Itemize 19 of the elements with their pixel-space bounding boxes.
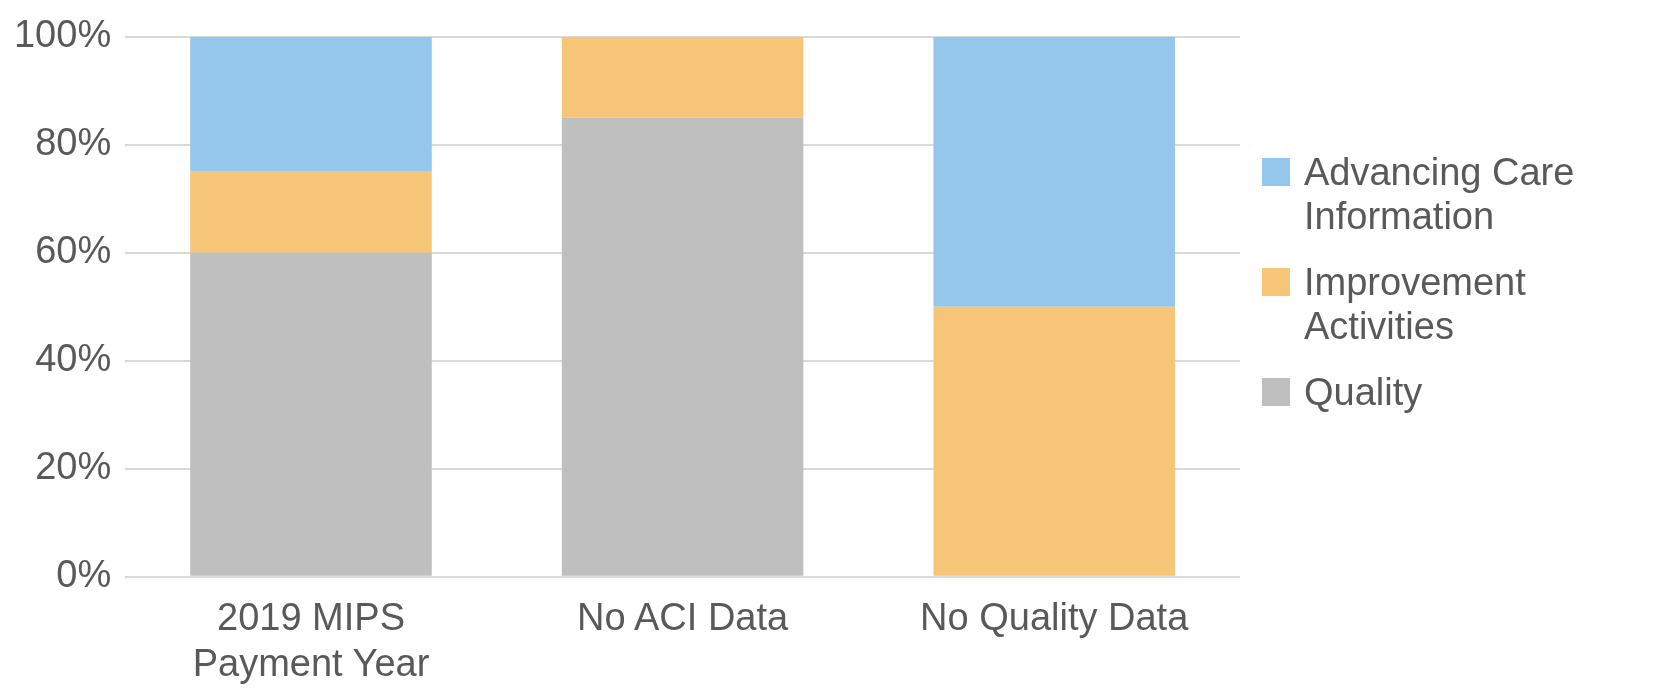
bar	[190, 252, 432, 576]
legend-label: Advancing Care Information	[1304, 150, 1576, 238]
legend-label: Improvement Activities	[1304, 260, 1527, 348]
legend-label: Quality	[1304, 370, 1423, 414]
bar	[933, 36, 1175, 307]
bar	[933, 306, 1175, 576]
y-tick-label: 60%	[35, 229, 112, 272]
y-tick-label: 40%	[35, 337, 112, 380]
y-tick-label: 80%	[35, 121, 112, 164]
x-tick-label: 2019 MIPS Payment Year	[192, 596, 430, 684]
bar	[190, 171, 432, 253]
y-tick-label: 100%	[13, 13, 112, 56]
y-tick-label: 0%	[56, 553, 112, 596]
x-tick-label: No ACI Data	[576, 596, 790, 639]
bar	[561, 36, 804, 118]
x-tick-label: No Quality Data	[920, 596, 1190, 639]
y-tick-label: 20%	[35, 445, 112, 488]
bar	[561, 117, 804, 576]
bar	[190, 36, 432, 172]
